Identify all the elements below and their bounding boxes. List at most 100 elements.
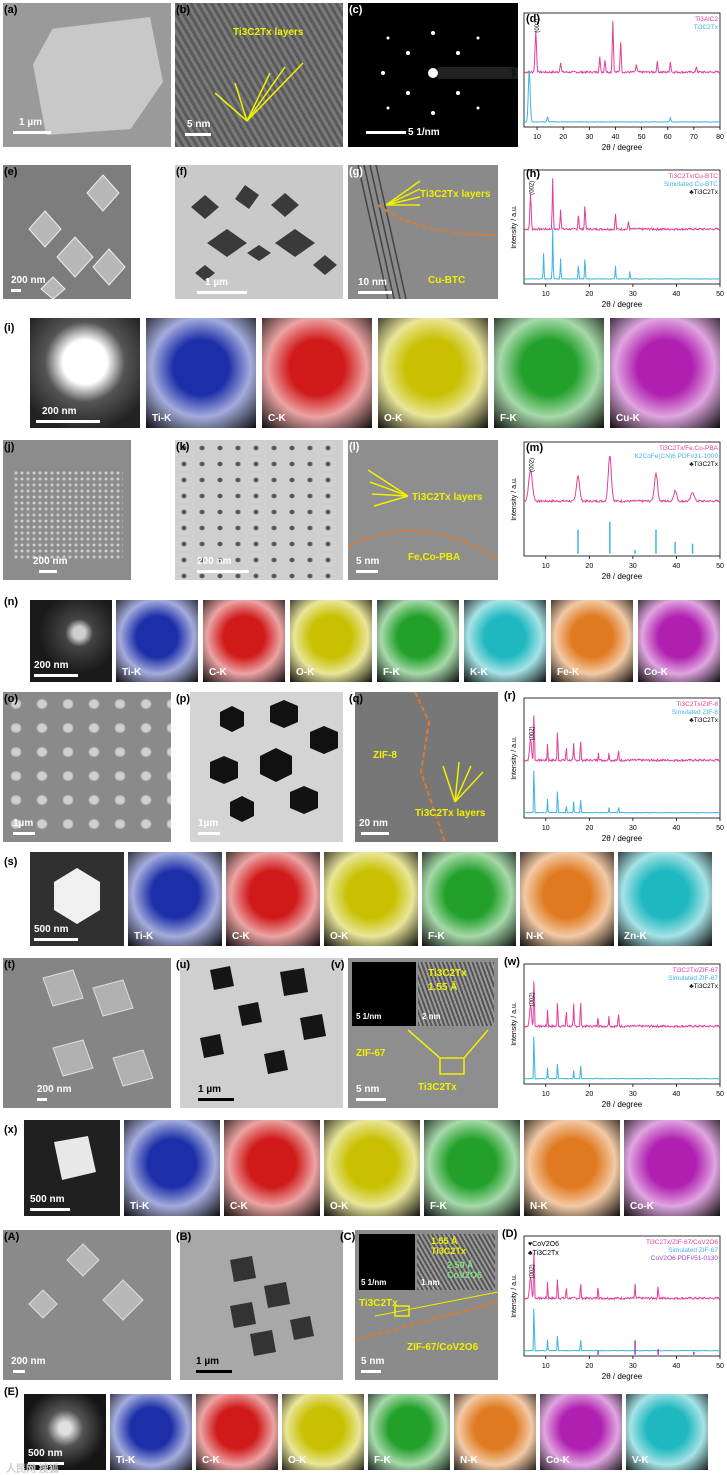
panel-j-sem: 200 nm <box>3 440 131 580</box>
series-line <box>523 715 721 763</box>
annotation: Cu-BTC <box>428 275 466 286</box>
x-tick-label: 50 <box>716 1091 724 1098</box>
eds-map-fe: Fe-K <box>551 600 633 682</box>
element-label: F-K <box>430 1201 447 1212</box>
x-axis-label: 2θ / degree <box>602 1372 643 1381</box>
scale-bar <box>37 1098 47 1101</box>
plot-frame <box>523 169 721 285</box>
scale-text: 1µm <box>198 818 219 829</box>
panel-label: (b) <box>176 4 191 16</box>
x-tick-label: 40 <box>612 134 620 141</box>
eds-haadf: 500 nm <box>24 1120 120 1216</box>
hexagon-particle <box>54 868 100 924</box>
inset-hrtem: 1.55 Å Ti3C2Tx 2.50 Å CoV2O6 1 nm <box>417 1234 495 1290</box>
panel-label: (h) <box>526 168 541 180</box>
x-tick-label: 10 <box>542 825 550 832</box>
scale-text: 500 nm <box>34 924 69 935</box>
x-tick-label: 10 <box>542 1363 550 1370</box>
legend-entry: Ti3C2Tx/Fe,Co-PBA <box>659 445 719 452</box>
element-label: V-K <box>632 1455 649 1466</box>
x-tick-label: 30 <box>629 825 637 832</box>
panel-label: (w) <box>504 956 520 968</box>
scale-text: 200 nm <box>11 275 46 286</box>
eds-map-ti: Ti-K <box>116 600 198 682</box>
chart-d: (d) 10 20 30 40 50 60 70 80 2θ / degree Intensity… <box>500 3 724 153</box>
panel-label: (c) <box>349 4 363 16</box>
octahedra <box>28 174 126 299</box>
eds-map-o: O-K <box>290 600 372 682</box>
eds-haadf: 200 nm <box>30 318 140 428</box>
scale-bar <box>197 570 249 573</box>
element-label: Zn-K <box>624 931 647 942</box>
annotation: Fe,Co-PBA <box>408 552 461 563</box>
eds-map-o: O-K <box>282 1394 364 1470</box>
plot-frame <box>523 697 721 819</box>
peak-label: (002) <box>530 726 536 740</box>
cube-particle <box>54 1136 96 1180</box>
annotation: 2.50 Å <box>447 1260 474 1270</box>
scale-text: 20 nm <box>359 818 388 829</box>
x-axis-label: 2θ / degree <box>602 1100 643 1109</box>
y-axis-label: Intensity / a.u. <box>511 205 518 249</box>
scale-text: 200 nm <box>197 556 232 567</box>
peak-label: (002) <box>535 19 541 33</box>
element-label: Cu-K <box>616 413 640 424</box>
eds-map-f: F-K <box>422 852 516 946</box>
annotation: Ti3C2Tx layers <box>420 189 491 200</box>
panel-label: (r) <box>504 690 516 702</box>
panel-label: (g) <box>349 166 364 178</box>
particles <box>210 700 338 822</box>
panel-label: (B) <box>176 1231 192 1243</box>
annotation: 1.55 Å <box>431 1236 458 1246</box>
element-label: Ti-K <box>122 667 142 678</box>
scale-text: 200 nm <box>11 1356 46 1367</box>
scale-bar <box>361 1370 381 1373</box>
x-tick-label: 50 <box>716 291 724 298</box>
flake-shape <box>33 17 163 135</box>
panel-label: (C) <box>340 1231 356 1243</box>
annotation: ZIF-8 <box>373 750 397 761</box>
peak-label: (002) <box>530 181 536 195</box>
scale-bar <box>356 1098 386 1101</box>
element-label: N-K <box>530 1201 548 1212</box>
arrow-group <box>214 62 304 122</box>
panel-p-tem: 1µm <box>190 692 343 842</box>
panel-c-saed: 5 1/nm <box>348 3 518 147</box>
series-line <box>523 981 721 1029</box>
panel-label: (f) <box>176 166 187 178</box>
element-label: Co-K <box>630 1201 654 1212</box>
chart-m: (m) 10 20 30 40 50 2θ / degree Intensity / a.u… <box>500 432 724 582</box>
eds-map-f: F-K <box>377 600 459 682</box>
cubes <box>230 1256 314 1356</box>
panel-g-hrtem: Ti3C2Tx layers Cu-BTC 10 nm <box>348 165 498 299</box>
element-label: Co-K <box>644 667 668 678</box>
element-label: Ti-K <box>116 1455 136 1466</box>
element-label: F-K <box>374 1455 391 1466</box>
annotation: Ti3C2Tx layers <box>415 808 486 819</box>
annotation: 1.55 Å <box>428 982 458 993</box>
panel-label: (j) <box>4 441 15 453</box>
series-line <box>523 455 721 504</box>
particle-texture <box>3 692 171 842</box>
panel-e-sem: 200 nm <box>3 165 131 299</box>
xrd-plot: 10 20 30 40 50 2θ / degree Intensity / a.u. Ti3… <box>511 697 724 843</box>
panel-u-tem: 1 µm <box>180 958 343 1108</box>
eds-map-o: O-K <box>378 318 488 428</box>
panel-label: (o) <box>4 693 19 705</box>
legend-entry: Ti3C2Tx <box>694 24 719 31</box>
eds-map-ti: Ti-K <box>110 1394 192 1470</box>
x-tick-label: 70 <box>690 134 698 141</box>
legend-entry: Ti3AlC2 <box>695 16 718 23</box>
element-label: Ti-K <box>152 413 172 424</box>
particles <box>191 185 337 281</box>
xrd-plot: 10 20 30 40 50 2θ / degree Intensity / a.u. Ti3… <box>511 169 724 309</box>
legend-entry: CoV2O6 PDF#51-0130 <box>651 1255 719 1262</box>
scale-bar <box>196 1370 232 1373</box>
y-axis-label: Intensity / a.u. <box>511 48 518 92</box>
series-line <box>523 178 721 232</box>
scale-text: 1 µm <box>196 1356 219 1367</box>
legend-entry: K2CoFe(CN)6 PDF#31-1000 <box>635 453 719 460</box>
eds-haadf: 500 nm <box>30 852 124 946</box>
eds-map-o: O-K <box>324 852 418 946</box>
xrd-plot: 10 20 30 40 50 60 70 80 2θ / degree Intensity / a… <box>511 12 724 152</box>
